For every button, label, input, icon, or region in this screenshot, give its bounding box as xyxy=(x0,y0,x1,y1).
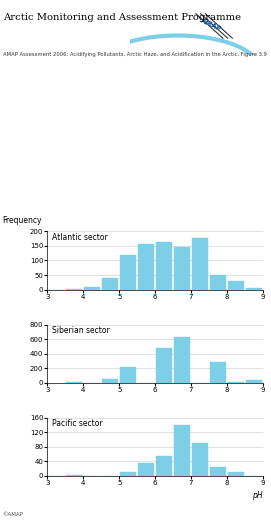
Bar xyxy=(138,244,154,290)
Bar xyxy=(156,242,172,290)
Bar xyxy=(156,456,172,476)
Bar xyxy=(120,367,136,383)
Bar xyxy=(102,278,118,290)
Text: Atlantic sector: Atlantic sector xyxy=(52,233,108,242)
Bar xyxy=(66,475,82,476)
Bar xyxy=(246,288,262,290)
Bar xyxy=(210,467,226,476)
Text: AMAP Assessment 2006: Acidifying Pollutants, Arctic Haze, and Acidification in t: AMAP Assessment 2006: Acidifying Polluta… xyxy=(3,52,267,57)
Bar xyxy=(156,348,172,383)
Bar xyxy=(120,472,136,476)
Text: Pacific sector: Pacific sector xyxy=(52,419,102,428)
Bar xyxy=(192,238,208,290)
Bar xyxy=(174,425,190,476)
Bar xyxy=(102,380,118,383)
Text: pH: pH xyxy=(252,491,263,500)
Bar xyxy=(246,380,262,383)
Text: ©AMAP: ©AMAP xyxy=(3,512,24,517)
Text: Frequency: Frequency xyxy=(3,216,42,225)
Bar xyxy=(84,287,100,290)
Text: Arctic Monitoring and Assessment Programme: Arctic Monitoring and Assessment Program… xyxy=(3,13,241,22)
Text: AMAP: AMAP xyxy=(200,17,223,32)
Bar xyxy=(210,362,226,383)
Bar xyxy=(66,289,82,290)
Bar xyxy=(210,275,226,290)
Bar xyxy=(174,337,190,383)
Bar xyxy=(228,281,244,290)
Bar xyxy=(192,443,208,476)
Bar xyxy=(174,247,190,290)
Text: Siberian sector: Siberian sector xyxy=(52,326,109,335)
Bar xyxy=(120,255,136,290)
Bar xyxy=(138,463,154,476)
Bar xyxy=(228,472,244,476)
